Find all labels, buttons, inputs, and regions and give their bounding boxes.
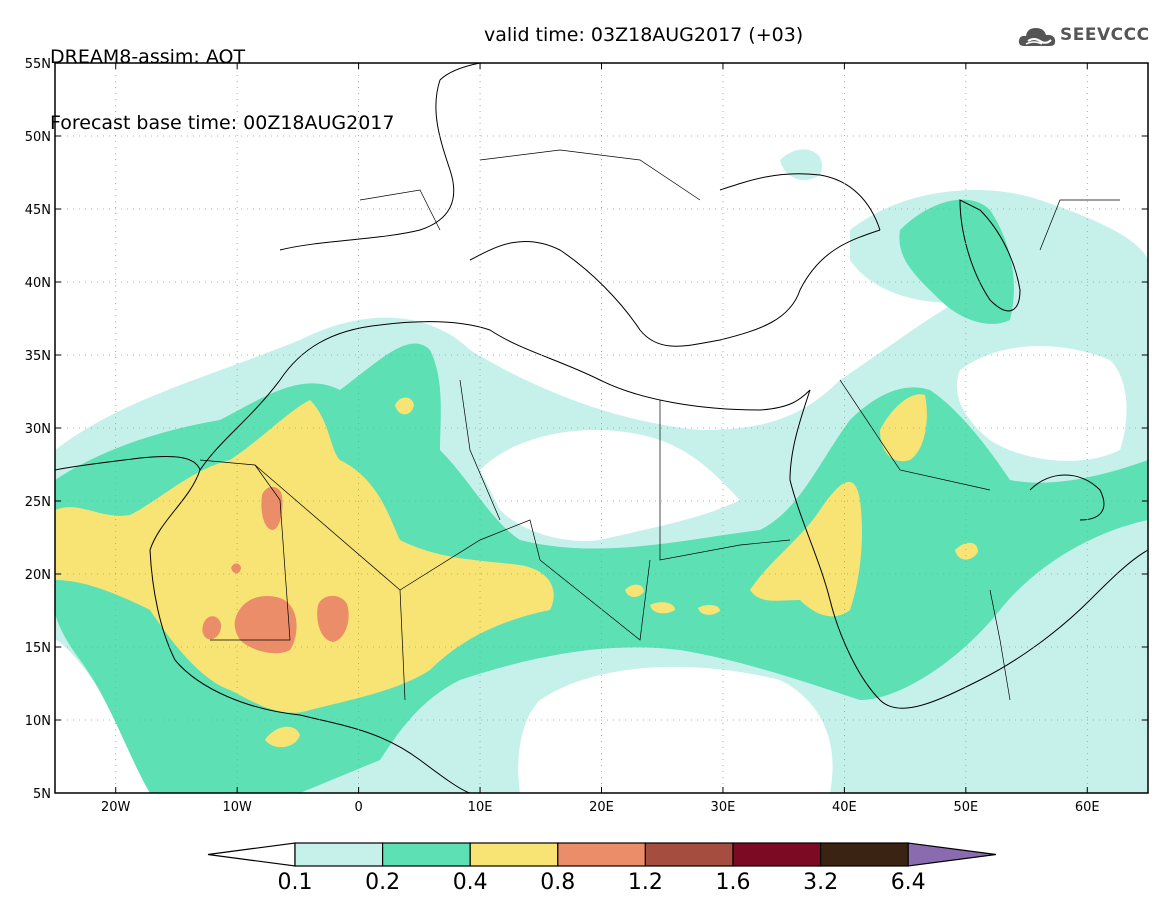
axis-tick-labels: 20W 10W 0 10E 20E 30E 40E 50E 60E 55N 50N 45N 40N 35N… bbox=[25, 57, 1100, 815]
lat-tick-label: 30N bbox=[25, 422, 51, 437]
legend-swatch bbox=[294, 842, 384, 867]
logo-text: SEEVCCC bbox=[1060, 25, 1150, 45]
legend-swatch bbox=[644, 842, 734, 867]
legend-swatch bbox=[557, 842, 646, 867]
aot-field-0.4 bbox=[55, 394, 978, 748]
lat-tick-label: 25N bbox=[25, 495, 51, 510]
legend-label: 0.4 bbox=[452, 870, 488, 895]
legend-swatch bbox=[382, 842, 471, 867]
legend-label: 1.2 bbox=[627, 870, 663, 895]
cloud-logo-icon bbox=[1018, 28, 1056, 46]
legend-high-arrow bbox=[907, 842, 997, 867]
legend-label: 6.4 bbox=[890, 870, 926, 895]
legend-swatch bbox=[469, 842, 559, 867]
lat-tick-label: 40N bbox=[25, 276, 51, 291]
lon-tick-label: 0 bbox=[354, 800, 362, 815]
base-time: Forecast base time: 00Z18AUG2017 bbox=[50, 112, 395, 134]
legend-swatch bbox=[732, 842, 822, 867]
lat-tick-label: 10N bbox=[25, 714, 51, 729]
aot-field-0.8 bbox=[202, 486, 349, 654]
aot-clear-areas bbox=[480, 346, 1127, 793]
lat-tick-label: 35N bbox=[25, 349, 51, 364]
lon-tick-label: 50E bbox=[953, 800, 978, 815]
axis-ticks bbox=[55, 62, 1148, 794]
lon-tick-label: 10E bbox=[468, 800, 493, 815]
lon-tick-label: 60E bbox=[1075, 800, 1100, 815]
seevccc-logo: SEEVCCC bbox=[1016, 22, 1156, 52]
legend-low-arrow bbox=[207, 842, 296, 867]
lat-tick-label: 55N bbox=[25, 57, 51, 72]
aot-legend-bar bbox=[207, 842, 997, 867]
legend-label: 0.8 bbox=[540, 870, 576, 895]
coastlines bbox=[55, 63, 1148, 793]
map-header: DREAM8-assim: AOT Forecast base time: 00… bbox=[50, 2, 803, 178]
lon-tick-label: 10W bbox=[222, 800, 252, 815]
legend-label: 3.2 bbox=[803, 870, 839, 895]
lat-tick-label: 50N bbox=[25, 130, 51, 145]
lat-tick-label: 45N bbox=[25, 203, 51, 218]
country-borders bbox=[199, 149, 1120, 701]
lat-tick-label: 15N bbox=[25, 641, 51, 656]
legend-label: 0.2 bbox=[365, 870, 401, 895]
lon-tick-label: 30E bbox=[711, 800, 736, 815]
lon-tick-label: 40E bbox=[832, 800, 857, 815]
lon-tick-label: 20E bbox=[589, 800, 614, 815]
legend-label: 0.1 bbox=[277, 870, 313, 895]
lon-tick-label: 20W bbox=[101, 800, 131, 815]
lat-tick-label: 5N bbox=[33, 787, 51, 802]
lat-tick-label: 20N bbox=[25, 568, 51, 583]
legend-swatch bbox=[819, 842, 909, 867]
legend-label: 1.6 bbox=[715, 870, 751, 895]
valid-time: valid time: 03Z18AUG2017 (+03) bbox=[484, 24, 804, 46]
